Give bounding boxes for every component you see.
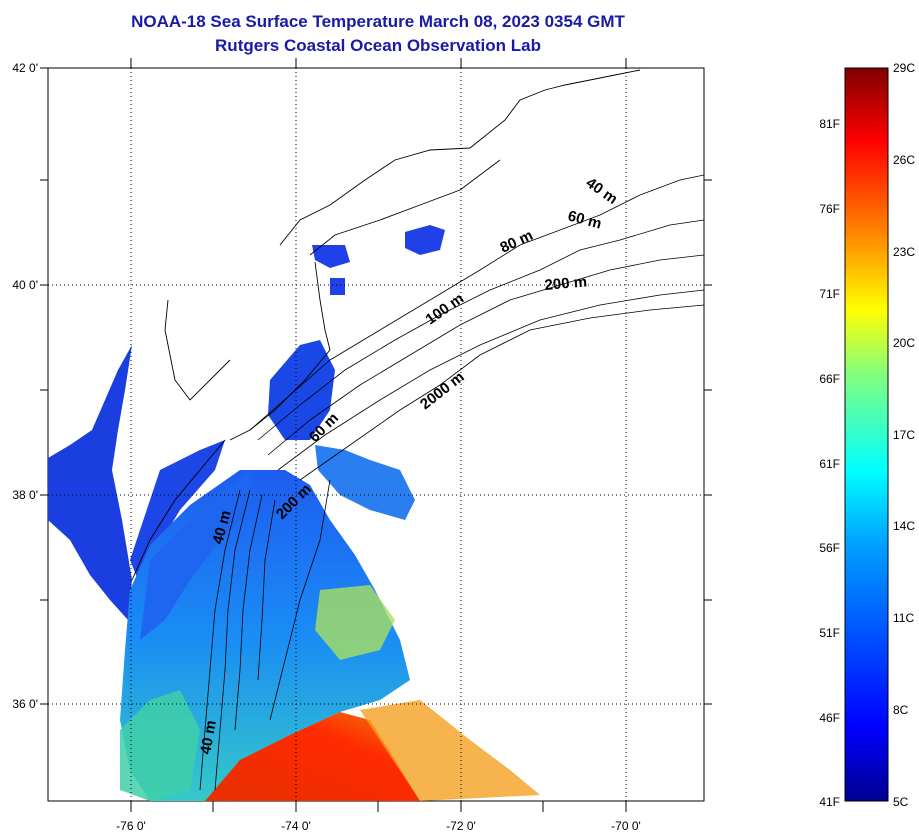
nearshore-cool-water xyxy=(140,470,260,640)
blue-patch-nyc xyxy=(312,245,350,268)
colorbar-fahrenheit-label: 51F xyxy=(819,626,840,640)
colorbar-fahrenheit-label: 76F xyxy=(819,202,840,216)
y-tick-label: 38 0' xyxy=(12,488,38,502)
colorbar-celsius-label: 23C xyxy=(893,245,915,259)
x-tick-label: -72 0' xyxy=(446,819,476,832)
colorbar-celsius-label: 11C xyxy=(893,611,914,625)
colorbar-celsius-label: 26C xyxy=(893,153,915,167)
y-tick-label: 40 0' xyxy=(12,278,38,292)
blue-patch-long-island xyxy=(405,225,445,255)
x-tick-label: -70 0' xyxy=(611,819,641,832)
shelf-yellow-patch xyxy=(315,585,395,660)
colorbar xyxy=(844,67,889,802)
bathymetry-contours xyxy=(199,174,704,791)
warm-speckle xyxy=(360,700,540,801)
contour-label: 40 m xyxy=(197,719,220,756)
colorbar-celsius-label: 14C xyxy=(893,519,915,533)
blue-patch-north xyxy=(330,278,345,295)
contour-label: 200 m xyxy=(544,273,588,294)
colorbar-fahrenheit-label: 56F xyxy=(819,541,840,555)
map-subtitle: Rutgers Coastal Ocean Observation Lab xyxy=(215,36,541,55)
y-tick-label: 36 0' xyxy=(12,697,38,711)
colorbar-fahrenheit-labels: 81F 76F 71F 66F 61F 56F 51F 46F 41F xyxy=(819,117,840,809)
colorbar-fahrenheit-label: 71F xyxy=(819,287,840,301)
coastline xyxy=(131,69,641,581)
colorbar-celsius-label: 8C xyxy=(893,703,909,717)
map-title: NOAA-18 Sea Surface Temperature March 08… xyxy=(131,12,625,31)
gulf-stream-warm-water xyxy=(205,712,420,801)
graticule xyxy=(48,68,704,801)
colorbar-celsius-label: 17C xyxy=(893,428,915,442)
chesapeake-bay-water xyxy=(48,345,132,620)
colorbar-celsius-label: 29C xyxy=(893,61,915,75)
colorbar-fahrenheit-label: 66F xyxy=(819,372,840,386)
coastal-teal-water xyxy=(120,690,200,801)
colorbar-celsius-labels: 29C 26C 23C 20C 17C 14C 11C 8C 5C xyxy=(893,61,915,809)
x-tick-label: -76 0' xyxy=(116,819,146,832)
x-tick-label: -74 0' xyxy=(281,819,311,832)
sst-data-layer: 40 m 60 m 80 m 200 m 100 m 2000 m 60 m 2… xyxy=(48,68,704,801)
colorbar-celsius-label: 5C xyxy=(893,795,909,809)
axis-ticks xyxy=(40,58,712,812)
colorbar-fahrenheit-label: 61F xyxy=(819,457,840,471)
colorbar-fahrenheit-label: 81F xyxy=(819,117,840,131)
blue-patch-offshore xyxy=(315,445,415,520)
colorbar-fahrenheit-label: 46F xyxy=(819,711,840,725)
y-tick-label: 42 0' xyxy=(12,61,38,75)
blue-patch-new-jersey xyxy=(268,340,335,440)
colorbar-fahrenheit-label: 41F xyxy=(819,795,840,809)
colorbar-celsius-label: 20C xyxy=(893,336,915,350)
